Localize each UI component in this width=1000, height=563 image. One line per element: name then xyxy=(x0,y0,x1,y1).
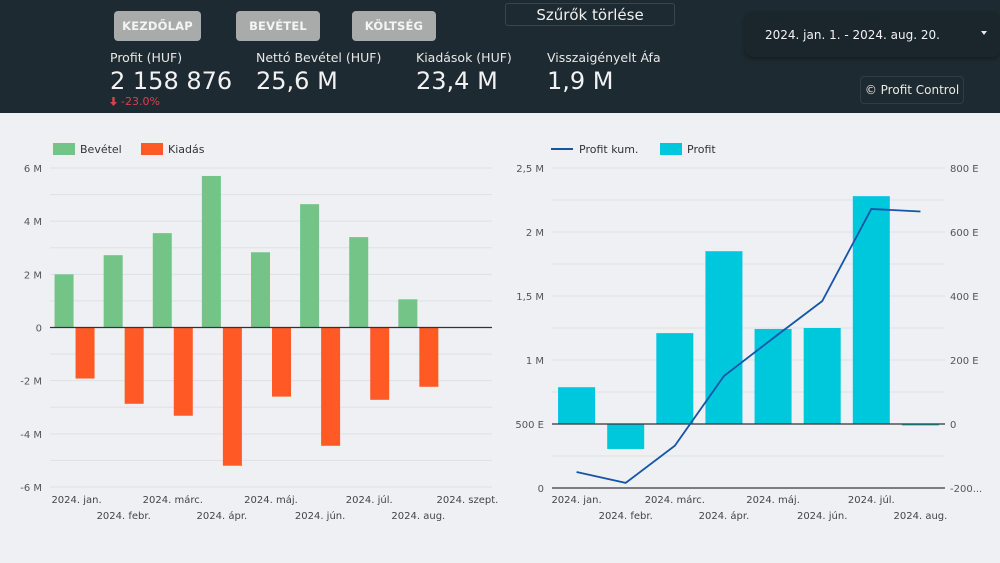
x-tick-label: 2024. jan. xyxy=(551,495,601,506)
nav-button-income[interactable]: BEVÉTEL xyxy=(236,11,320,41)
nav-button-home[interactable]: KEZDŐLAP xyxy=(114,11,201,41)
y-tick-label: 4 M xyxy=(24,217,42,228)
bar-expense xyxy=(222,327,242,466)
kpi-profit: Profit (HUF) 2 158 876 xyxy=(110,50,232,95)
x-tick-label: 2024. jún. xyxy=(295,510,345,522)
bar-expense xyxy=(173,327,193,416)
legend-label-profit: Profit xyxy=(687,143,716,156)
y-tick-label: -2 M xyxy=(20,377,42,388)
chart-legend: Profit kum. Profit xyxy=(551,143,716,156)
legend-swatch-profit xyxy=(660,143,682,155)
x-tick-label: 2024. máj. xyxy=(244,494,298,506)
bar-income xyxy=(103,255,123,328)
clear-filters-button[interactable]: Szűrők törlése xyxy=(505,3,675,26)
line-profit-cumulative xyxy=(576,208,921,484)
kpi-label: Visszaigényelt Áfa xyxy=(547,50,661,65)
header-bar: KEZDŐLAP BEVÉTEL KÖLTSÉG Szűrők törlése … xyxy=(0,0,1000,113)
bar-profit xyxy=(656,333,694,424)
x-tick-label: 2024. máj. xyxy=(746,494,800,506)
x-tick-label: 2024. júl. xyxy=(848,494,895,506)
bar-income xyxy=(152,233,172,328)
legend-label-income: Bevétel xyxy=(80,143,122,156)
bar-expense xyxy=(419,327,439,387)
x-tick-label: 2024. febr. xyxy=(97,511,151,522)
x-tick-label: 2024. aug. xyxy=(894,511,948,522)
right-y-tick-label: 400 E xyxy=(950,292,979,303)
left-y-tick-label: 1 M xyxy=(526,356,544,367)
profit-chart: 2,5 M 2 M 1,5 M 1 M 500 E 0 800 E 600 E 400 E 200… xyxy=(515,143,982,522)
x-tick-label: 2024. márc. xyxy=(645,494,705,506)
x-tick-label: 2024. szept. xyxy=(437,495,499,506)
bar-income xyxy=(300,204,320,328)
bar-income xyxy=(251,252,270,328)
x-tick-label: 2024. júl. xyxy=(346,494,393,506)
kpi-label: Kiadások (HUF) xyxy=(416,50,512,65)
kpi-value: 25,6 M xyxy=(256,67,338,95)
y-tick-label: -6 M xyxy=(20,483,42,494)
bar-income xyxy=(201,175,221,328)
bar-expense xyxy=(124,327,144,404)
kpi-value: 2 158 876 xyxy=(110,67,233,95)
right-y-tick-label: -200... xyxy=(950,484,982,495)
income-expense-chart: 6 M 4 M 2 M 0 -2 M -4 M -6 M 2024. jan. 2024. fe… xyxy=(20,143,499,522)
x-tick-label: 2024. ápr. xyxy=(197,510,248,522)
date-range-picker[interactable]: 2024. jan. 1. - 2024. aug. 20. xyxy=(745,12,1000,57)
bar-expense xyxy=(75,327,95,379)
kpi-vat-refund: Visszaigényelt Áfa 1,9 M xyxy=(547,50,661,95)
bar-expense xyxy=(321,327,341,446)
right-y-tick-label: 600 E xyxy=(950,228,979,239)
x-tick-label: 2024. jún. xyxy=(797,510,847,522)
kpi-value: 23,4 M xyxy=(416,67,498,95)
chart-legend: Bevétel Kiadás xyxy=(53,143,205,156)
bar-income xyxy=(54,274,74,328)
y-tick-label: 2 M xyxy=(24,270,42,281)
right-y-tick-label: 0 xyxy=(950,420,956,431)
x-tick-label: 2024. márc. xyxy=(143,494,203,506)
date-range-value: 2024. jan. 1. - 2024. aug. 20. xyxy=(765,27,940,42)
bar-profit xyxy=(803,328,841,424)
kpi-label: Profit (HUF) xyxy=(110,50,183,65)
legend-swatch-income xyxy=(53,143,75,155)
bar-profit xyxy=(901,424,939,426)
kpi-value: 1,9 M xyxy=(547,67,614,95)
bar-income xyxy=(349,237,369,328)
bar-profit xyxy=(607,424,645,449)
arrow-down-icon xyxy=(110,97,117,106)
y-tick-label: -4 M xyxy=(20,430,42,441)
left-y-tick-label: 0 xyxy=(538,484,544,495)
profit-control-credit[interactable]: © Profit Control xyxy=(860,76,964,104)
left-y-tick-label: 500 E xyxy=(515,420,544,431)
right-y-tick-label: 800 E xyxy=(950,164,979,175)
bar-profit xyxy=(558,387,596,424)
left-y-tick-label: 1,5 M xyxy=(516,292,544,303)
dropdown-caret-icon xyxy=(981,31,987,35)
kpi-net-income: Nettó Bevétel (HUF) 25,6 M xyxy=(256,50,381,95)
y-tick-label: 0 xyxy=(36,324,42,335)
right-y-tick-label: 200 E xyxy=(950,356,979,367)
bar-profit xyxy=(754,328,792,424)
kpi-delta-value: -23.0% xyxy=(121,95,160,108)
kpi-profit-delta: -23.0% xyxy=(110,95,160,108)
kpi-expenses: Kiadások (HUF) 23,4 M xyxy=(416,50,512,95)
x-tick-label: 2024. ápr. xyxy=(699,510,750,522)
left-y-tick-label: 2,5 M xyxy=(516,164,544,175)
legend-label-cumulative: Profit kum. xyxy=(579,143,638,156)
x-tick-label: 2024. febr. xyxy=(599,511,653,522)
y-tick-label: 6 M xyxy=(24,164,42,175)
nav-button-cost[interactable]: KÖLTSÉG xyxy=(352,11,436,41)
x-tick-label: 2024. jan. xyxy=(51,495,101,506)
bar-profit xyxy=(705,251,743,424)
legend-swatch-expense xyxy=(141,143,163,155)
kpi-label: Nettó Bevétel (HUF) xyxy=(256,50,382,65)
bar-income xyxy=(398,299,418,328)
bar-profit xyxy=(852,196,890,424)
legend-label-expense: Kiadás xyxy=(168,143,205,156)
bar-expense xyxy=(370,327,390,400)
bar-expense xyxy=(272,327,291,397)
left-y-tick-label: 2 M xyxy=(526,228,544,239)
x-tick-label: 2024. aug. xyxy=(391,511,445,522)
